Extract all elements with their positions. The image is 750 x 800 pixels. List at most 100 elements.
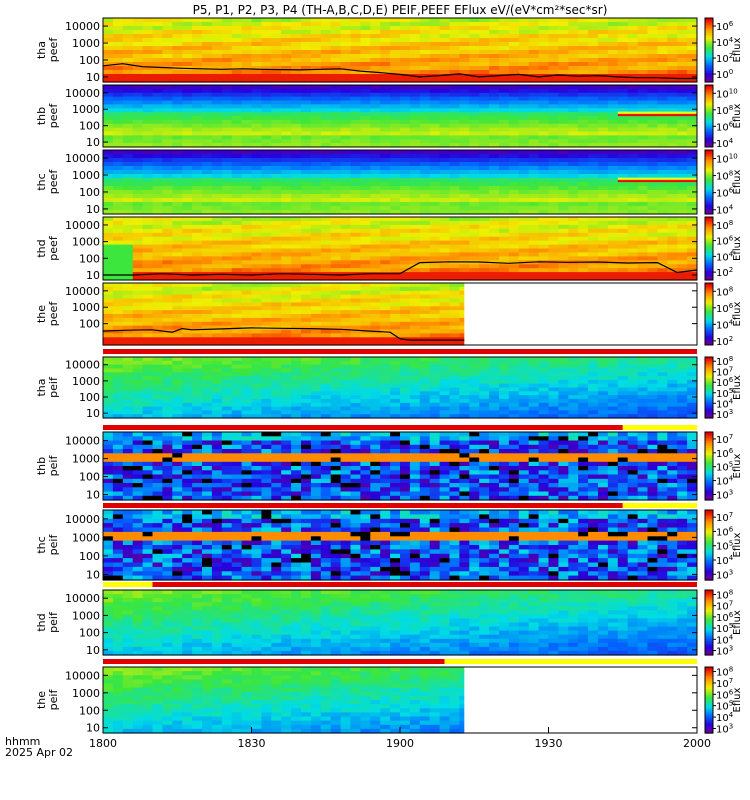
spectrogram-cell bbox=[320, 248, 332, 253]
spectrogram-cell bbox=[281, 154, 292, 159]
spectrogram-cell bbox=[182, 357, 193, 362]
spectrogram-cell bbox=[241, 54, 253, 59]
spectrogram-cell bbox=[152, 236, 163, 242]
spectrogram-cell bbox=[647, 85, 658, 90]
spectrogram-cell bbox=[518, 30, 530, 35]
spectrogram-cell bbox=[122, 314, 134, 319]
spectrogram-cell bbox=[251, 50, 262, 55]
panel-frame bbox=[102, 17, 698, 83]
colorbar-tick-label: 102 bbox=[716, 335, 733, 348]
spectrogram-cell bbox=[459, 220, 470, 226]
spectrogram-cell bbox=[419, 85, 431, 90]
spectrogram-cell bbox=[350, 70, 361, 75]
spectrogram-cell bbox=[340, 85, 352, 90]
spectrogram-cell bbox=[251, 78, 262, 83]
spectrogram-cell bbox=[687, 170, 697, 175]
spectrogram-cell bbox=[320, 244, 332, 250]
spectrogram-cell bbox=[231, 333, 243, 338]
spectrogram-cell bbox=[439, 112, 451, 117]
spectrogram-cell bbox=[330, 18, 342, 23]
spectrogram-cell bbox=[647, 116, 658, 121]
spectrogram-cell bbox=[578, 276, 589, 281]
spectrogram-cell bbox=[429, 190, 441, 195]
spectrogram-cell bbox=[172, 154, 183, 159]
spectrogram-cell bbox=[499, 248, 510, 253]
spectrogram-cell bbox=[350, 240, 361, 246]
spectrogram-cell bbox=[241, 248, 253, 253]
spectrogram-cell bbox=[617, 202, 629, 207]
spectrogram-cell bbox=[112, 368, 124, 373]
spectrogram-cell bbox=[380, 88, 391, 94]
spectrogram-cell bbox=[459, 131, 470, 136]
spectrogram-cell bbox=[360, 210, 371, 215]
spectrogram-cell bbox=[568, 139, 579, 144]
spectrogram-cell bbox=[271, 217, 282, 222]
spectrogram-cell bbox=[617, 38, 629, 43]
spectrogram-cell bbox=[122, 170, 134, 175]
spectrogram-cell bbox=[132, 206, 144, 211]
spectrogram-cell bbox=[489, 224, 500, 230]
spectrogram-cell bbox=[162, 123, 173, 129]
spectrogram-cell bbox=[370, 298, 381, 303]
spectrogram-cell bbox=[459, 264, 470, 269]
spectrogram-cell bbox=[558, 92, 569, 98]
spectrogram-cell bbox=[538, 38, 550, 43]
spectrogram-cell bbox=[469, 131, 480, 136]
spectrogram-cell bbox=[142, 333, 154, 338]
spectrogram-cell bbox=[647, 248, 658, 253]
spectrogram-cell bbox=[301, 224, 312, 230]
spectrogram-cell bbox=[301, 38, 312, 43]
spectrogram-cell bbox=[637, 224, 649, 230]
spectrogram-cell bbox=[122, 236, 134, 242]
spectrogram-cell bbox=[221, 376, 233, 381]
spectrogram-cell bbox=[489, 38, 500, 43]
spectrogram-cell bbox=[627, 66, 639, 71]
spectrogram-cell bbox=[202, 217, 213, 222]
spectrogram-cell bbox=[380, 302, 391, 307]
spectrogram-cell bbox=[508, 194, 520, 199]
spectrogram-cell bbox=[172, 283, 183, 288]
spectrogram-cell bbox=[221, 166, 233, 171]
spectrogram-cell bbox=[211, 18, 223, 23]
colorbar-cell bbox=[705, 223, 713, 226]
spectrogram-cell bbox=[122, 286, 134, 292]
spectrogram-cell bbox=[598, 154, 609, 159]
spectrogram-cell bbox=[320, 66, 332, 71]
spectrogram-cell bbox=[330, 337, 342, 342]
spectrogram-cell bbox=[568, 206, 579, 211]
spectrogram-cell bbox=[390, 272, 401, 277]
spectrogram-cell bbox=[221, 85, 233, 90]
spectrogram-cell bbox=[310, 85, 322, 90]
spectrogram-cell bbox=[518, 217, 530, 222]
spectrogram-cell bbox=[211, 127, 223, 133]
spectrogram-cell bbox=[281, 123, 292, 129]
spectrogram-cell bbox=[231, 276, 243, 281]
spectrogram-cell bbox=[489, 58, 500, 63]
spectrogram-cell bbox=[538, 236, 550, 242]
spectrogram-cell bbox=[370, 150, 381, 155]
spectrogram-cell bbox=[231, 170, 243, 175]
spectrogram-cell bbox=[390, 154, 401, 159]
spectrogram-cell bbox=[459, 217, 470, 222]
spectrogram-cell bbox=[449, 186, 460, 191]
spectrogram-cell bbox=[330, 85, 342, 90]
colorbar-cell bbox=[705, 136, 713, 139]
spectrogram-cell bbox=[607, 42, 619, 47]
spectrogram-cell bbox=[182, 158, 193, 163]
spectrogram-cell bbox=[162, 182, 173, 187]
colorbar-cell bbox=[705, 194, 713, 197]
spectrogram-cell bbox=[409, 248, 421, 253]
spectrogram-cell bbox=[548, 131, 559, 136]
spectrogram-cell bbox=[291, 54, 302, 59]
spectrogram-cell bbox=[687, 62, 697, 67]
spectrogram-cell bbox=[390, 329, 401, 334]
spectrogram-cell bbox=[221, 368, 233, 373]
spectrogram-cell bbox=[548, 46, 559, 51]
spectrogram-cell bbox=[350, 298, 361, 303]
spectrogram-cell bbox=[409, 150, 421, 155]
spectrogram-cell bbox=[172, 92, 183, 98]
spectrogram-cell bbox=[162, 108, 173, 113]
spectrogram-cell bbox=[340, 310, 352, 315]
colorbar-cell bbox=[705, 105, 713, 108]
